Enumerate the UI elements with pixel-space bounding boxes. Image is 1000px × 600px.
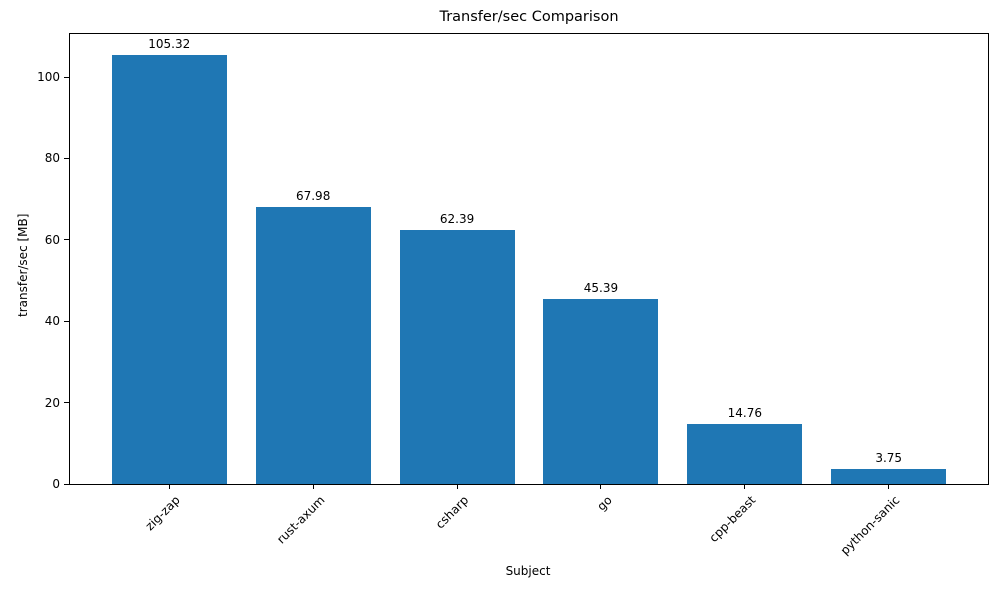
x-tick-label: zig-zap: [142, 493, 184, 534]
x-axis-label: Subject: [505, 564, 551, 578]
x-tick-mark: [456, 484, 458, 489]
plot-area: 0 20 40 60 80 100 105.32 zig-zap 67.98 rust-axum 6…: [37, 33, 989, 558]
chart-title: Transfer/sec Comparison: [439, 9, 619, 25]
x-tick-label: cpp-beast: [706, 493, 759, 545]
x-tick-mark: [888, 484, 890, 489]
bar-value-label: 45.39: [583, 281, 619, 296]
x-tick-label: csharp: [432, 493, 471, 532]
x-tick-mark: [744, 484, 746, 489]
y-tick-mark: [64, 157, 69, 159]
bar: [111, 55, 227, 484]
bar: [399, 230, 515, 484]
y-tick-mark: [64, 483, 69, 485]
y-axis-label: transfer/sec [MB]: [16, 213, 30, 317]
y-tick-label: 100: [37, 70, 60, 85]
bar-value-label: 67.98: [295, 189, 331, 204]
bar: [543, 299, 659, 484]
x-tick-label: python-sanic: [837, 493, 903, 558]
bar: [687, 423, 803, 484]
x-tick-mark: [600, 484, 602, 489]
bar-value-label: 3.75: [875, 450, 903, 465]
bar-value-label: 62.39: [439, 212, 475, 227]
y-tick-label: 0: [52, 477, 60, 491]
bar-value-label: 105.32: [148, 37, 191, 52]
y-tick-label: 20: [44, 395, 60, 410]
x-tick-label: go: [594, 493, 615, 514]
x-tick-mark: [168, 484, 170, 489]
y-tick-label: 40: [44, 314, 60, 329]
bar: [831, 468, 947, 484]
y-tick-mark: [64, 239, 69, 241]
y-tick-mark: [64, 76, 69, 78]
x-tick-mark: [312, 484, 314, 489]
x-tick-label: rust-axum: [273, 493, 328, 547]
y-tick-mark: [64, 320, 69, 322]
y-tick-mark: [64, 402, 69, 404]
bar-value-label: 14.76: [727, 405, 763, 420]
y-tick-label: 80: [44, 151, 60, 166]
bar: [255, 207, 371, 484]
y-tick-label: 60: [44, 232, 60, 247]
